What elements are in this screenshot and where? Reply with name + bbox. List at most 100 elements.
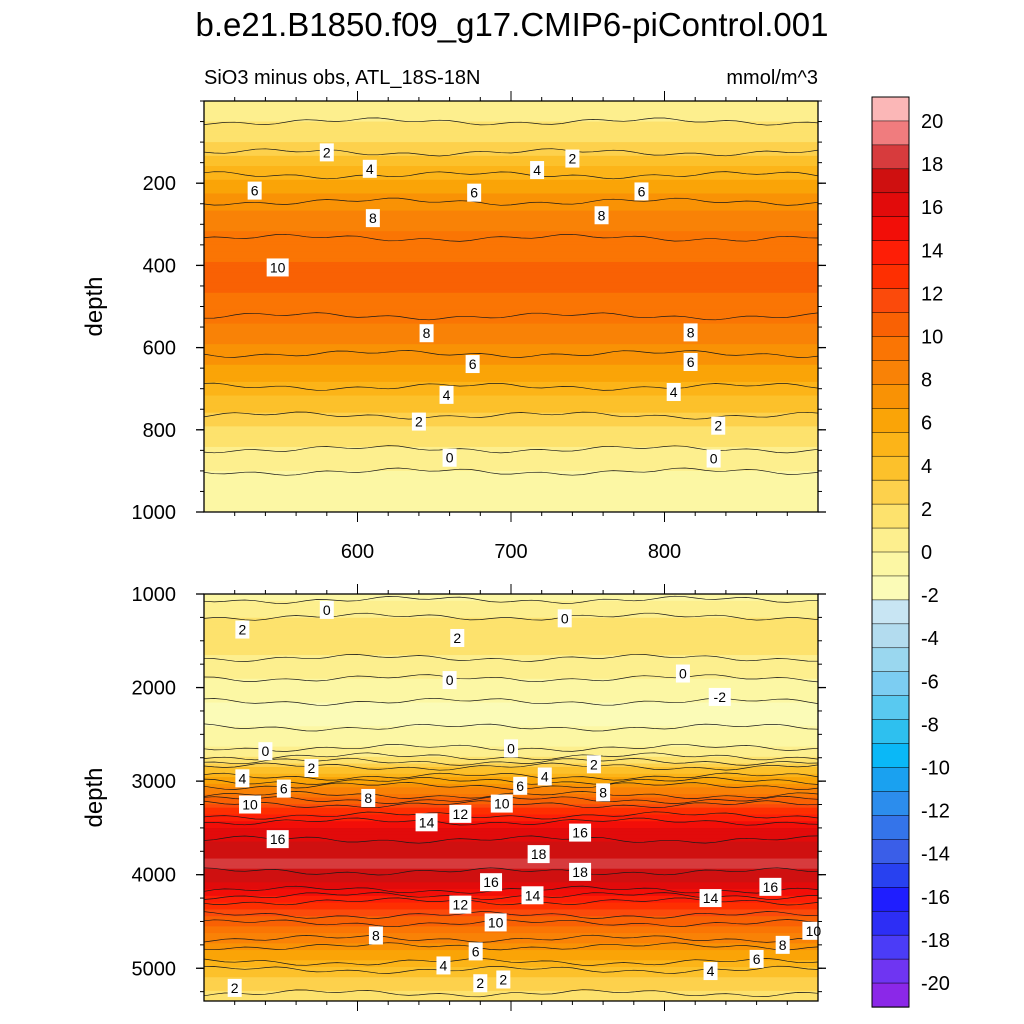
field-band — [204, 398, 818, 403]
field-band — [204, 436, 818, 441]
field-band — [204, 251, 818, 256]
colorbar-box — [871, 168, 910, 194]
field-band — [204, 299, 818, 304]
field-band — [204, 736, 818, 741]
colorbar-label: -12 — [921, 801, 950, 823]
colorbar-box — [871, 240, 910, 266]
contour-label-box — [365, 209, 380, 228]
field-band — [204, 361, 818, 366]
colorbar-box — [871, 815, 910, 841]
contour-line — [204, 653, 818, 662]
colorbar-label: -14 — [921, 844, 950, 866]
field-band — [204, 214, 818, 219]
field-band — [204, 933, 818, 938]
field-band — [204, 763, 818, 768]
colorbar-label: 18 — [921, 154, 943, 176]
colorbar-label: 4 — [921, 456, 932, 478]
contour-label-box — [449, 895, 472, 914]
field-band — [204, 107, 818, 112]
field-band — [204, 309, 818, 314]
field-band — [204, 922, 818, 927]
field-band — [204, 943, 818, 948]
contour-label: 14 — [521, 886, 544, 905]
contour-label: 4 — [666, 382, 681, 401]
field-band — [204, 104, 818, 109]
contour-line — [204, 835, 818, 844]
field-band — [204, 303, 818, 308]
field-band — [204, 688, 818, 693]
contour-label: 14 — [415, 813, 438, 832]
field-band — [204, 855, 818, 860]
field-band — [204, 467, 818, 472]
contour-label-text: 8 — [598, 207, 606, 223]
field-band — [204, 621, 818, 626]
field-band — [204, 858, 818, 863]
field-band — [204, 895, 818, 900]
colorbar-label: 0 — [921, 542, 932, 564]
colorbar-label: 2 — [921, 499, 932, 521]
contour-label-box — [473, 974, 488, 993]
field-band — [204, 638, 818, 643]
contour-label: 8 — [419, 324, 434, 343]
colorbar-label: 16 — [921, 197, 943, 219]
contour-label-box — [666, 382, 681, 401]
contour-label-box — [415, 813, 438, 832]
colorbar-box — [871, 144, 910, 170]
colorbar-label: -8 — [921, 714, 939, 736]
contour-line — [204, 782, 818, 790]
contour-label-text: 14 — [419, 814, 435, 830]
contour-label-text: 0 — [507, 740, 515, 756]
field-band — [204, 777, 818, 782]
field-band — [204, 811, 818, 816]
field-band — [204, 709, 818, 714]
field-band — [204, 357, 818, 362]
contour-label-box — [235, 620, 250, 639]
field-band — [204, 760, 818, 765]
contour-label: 2 — [496, 970, 511, 989]
contour-label: 18 — [527, 845, 550, 864]
field-band — [204, 997, 818, 1001]
contour-line — [204, 171, 818, 180]
contour-line — [204, 612, 818, 621]
field-band — [204, 675, 818, 680]
field-band — [204, 477, 818, 482]
field-band — [204, 882, 818, 887]
field-band — [204, 950, 818, 955]
field-band — [204, 142, 818, 147]
contour-label: 2 — [227, 978, 242, 997]
field-band — [204, 967, 818, 972]
field-band — [204, 929, 818, 934]
contour-label-text: 2 — [499, 971, 507, 987]
field-band — [204, 416, 818, 421]
contour-label-text: 2 — [308, 760, 316, 776]
field-band — [204, 844, 818, 849]
field-band — [204, 405, 818, 410]
x-tick-label: 700 — [494, 541, 527, 563]
contour-label: 2 — [304, 759, 319, 778]
colorbar-box — [871, 647, 910, 673]
field-band — [204, 128, 818, 133]
field-band — [204, 422, 818, 427]
contour-line — [204, 791, 818, 799]
contour-line — [204, 772, 818, 781]
contour-label-box — [749, 949, 764, 968]
colorbar-box — [871, 671, 910, 697]
contour-line — [204, 350, 818, 358]
y-tick-label: 2000 — [132, 678, 177, 700]
contour-label-text: 2 — [569, 151, 577, 167]
contour-label-box — [436, 956, 451, 975]
contour-label: 0 — [442, 448, 457, 467]
contour-label-text: 6 — [516, 778, 524, 794]
field-band — [204, 655, 818, 660]
contour-label-text: 16 — [572, 825, 588, 841]
contour-label: 10 — [239, 795, 262, 814]
field-band — [204, 381, 818, 386]
field-band — [204, 159, 818, 164]
field-band — [204, 481, 818, 486]
contour-label-text: 6 — [753, 951, 761, 967]
y-tick-label: 1000 — [132, 584, 177, 606]
field-band — [204, 790, 818, 795]
field-band — [204, 766, 818, 771]
field-band — [204, 953, 818, 958]
